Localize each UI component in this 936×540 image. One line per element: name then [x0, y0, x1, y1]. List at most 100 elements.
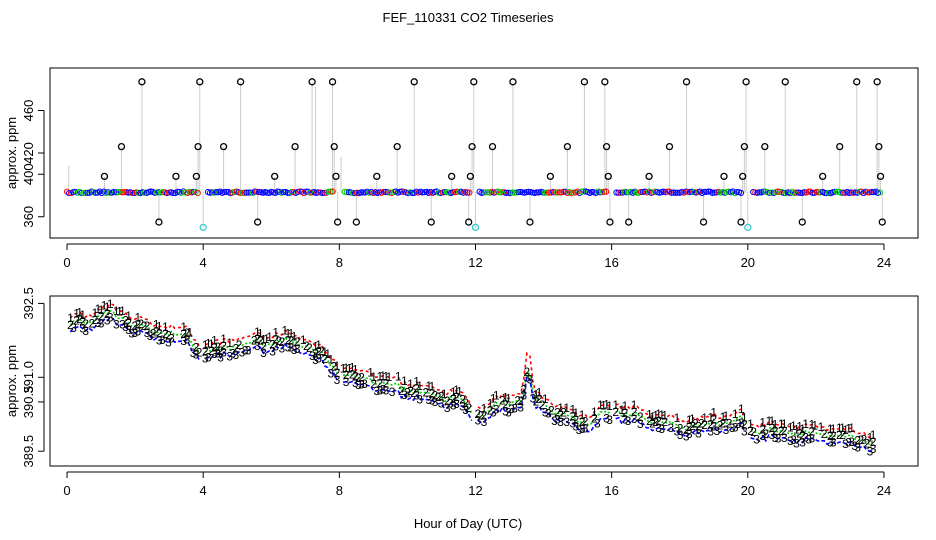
top-data-point — [239, 189, 246, 196]
series-1-point: 1 — [505, 392, 512, 406]
series-2-point: 2 — [334, 366, 341, 380]
top-data-point — [325, 188, 332, 195]
top-data-point — [84, 189, 91, 196]
top-data-point — [664, 188, 671, 195]
series-2-point: 2 — [857, 433, 864, 447]
top-data-point — [327, 188, 334, 195]
series-1-point: 1 — [542, 392, 549, 406]
cal-spike-point — [330, 142, 338, 151]
series-3-point: 3 — [260, 346, 267, 360]
series-3-point: 3 — [343, 375, 350, 389]
series-1-point: 1 — [619, 403, 626, 417]
series-3-point: 3 — [530, 391, 537, 405]
top-data-point — [170, 189, 177, 197]
series-2-point: 2 — [759, 422, 766, 436]
series-3-line — [69, 316, 874, 453]
series-2-point: 2 — [76, 312, 83, 326]
series-2-point: 2 — [202, 345, 209, 359]
top-data-point — [241, 189, 248, 196]
series-2-point: 2 — [331, 359, 338, 373]
series-3-point: 3 — [723, 423, 730, 437]
top-data-point — [243, 189, 250, 196]
series-1-point: 1 — [769, 414, 776, 428]
series-2-point: 2 — [180, 327, 187, 341]
top-data-point — [701, 188, 708, 195]
series-3-point: 3 — [272, 340, 279, 354]
x-tick-label: 20 — [741, 483, 755, 498]
top-data-point — [78, 189, 85, 197]
cal-spike-point — [172, 172, 180, 181]
cal-spike-point — [853, 78, 861, 86]
series-3-point: 3 — [254, 339, 261, 353]
series-2-point: 2 — [315, 345, 322, 359]
series-1-point: 1 — [453, 383, 460, 397]
series-3-point: 3 — [851, 439, 858, 453]
cal-spike-point — [580, 78, 589, 86]
series-1-point: 1 — [649, 410, 656, 424]
top-data-point — [596, 189, 604, 196]
series-3-point: 3 — [291, 343, 298, 357]
series-3-point: 3 — [294, 342, 301, 356]
cal-spike-point — [352, 218, 361, 226]
top-data-point — [599, 189, 606, 196]
y-tick-label: 390.5 — [21, 386, 36, 419]
series-1-point: 1 — [732, 407, 739, 421]
top-data-point — [545, 189, 553, 196]
series-2-point: 2 — [475, 407, 482, 421]
top-data-point — [319, 189, 326, 197]
series-2-point: 2 — [569, 410, 576, 424]
series-1-point: 1 — [288, 327, 295, 341]
series-1-point: 1 — [187, 325, 194, 339]
series-3-point: 3 — [183, 333, 190, 347]
x-tick-label: 8 — [336, 483, 343, 498]
series-3-point: 3 — [358, 378, 365, 392]
top-data-point — [174, 188, 181, 196]
series-2-point: 2 — [720, 417, 727, 431]
series-1-point: 1 — [790, 419, 797, 433]
series-2-point: 2 — [717, 418, 724, 432]
series-2-point: 2 — [499, 394, 506, 408]
series-3-point: 3 — [772, 431, 779, 445]
series-1-point: 1 — [600, 398, 607, 412]
series-2-point: 2 — [465, 401, 472, 415]
cal-spike-point — [601, 78, 609, 86]
series-2-point: 2 — [695, 419, 702, 433]
series-1-point: 1 — [689, 412, 696, 426]
x-tick-label: 4 — [200, 255, 207, 270]
top-data-point — [129, 189, 136, 197]
series-1-point: 1 — [376, 370, 383, 384]
series-2-point: 2 — [836, 428, 843, 442]
series-3-point: 3 — [180, 334, 187, 348]
series-3-point: 3 — [95, 316, 102, 330]
series-2-point: 2 — [183, 326, 190, 340]
series-1-point: 1 — [839, 421, 846, 435]
series-1-point: 1 — [401, 374, 408, 388]
top-data-point — [419, 189, 426, 196]
series-1-point: 1 — [710, 406, 717, 420]
series-3-point: 3 — [683, 430, 690, 444]
series-2-point: 2 — [821, 427, 828, 441]
top-data-point — [441, 189, 448, 196]
panel-top-frame — [49, 67, 919, 239]
series-1-point: 1 — [220, 332, 227, 346]
series-2-point: 2 — [134, 318, 141, 332]
series-1-point: 1 — [343, 361, 350, 375]
series-2-point: 2 — [429, 386, 436, 400]
series-1-point: 1 — [597, 398, 604, 412]
series-3-point: 3 — [603, 411, 610, 425]
series-2-line — [69, 309, 874, 446]
series-2-point: 2 — [560, 406, 567, 420]
series-1-point: 1 — [573, 406, 580, 420]
cal-spike-point — [138, 78, 146, 86]
chart-title: FEF_110331 CO2 Timeseries — [383, 10, 554, 25]
series-1-point: 1 — [134, 311, 141, 325]
cal-low-point — [471, 223, 480, 232]
series-3-point: 3 — [517, 401, 524, 415]
series-1-point: 1 — [104, 300, 111, 314]
cal-low-point — [744, 223, 752, 232]
series-1-point: 1 — [766, 414, 773, 428]
series-2-point: 2 — [591, 412, 598, 426]
series-3-point: 3 — [376, 384, 383, 398]
